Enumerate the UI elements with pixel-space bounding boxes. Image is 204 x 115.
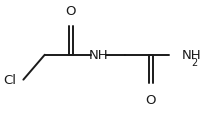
Text: NH: NH	[89, 49, 109, 62]
Text: NH: NH	[181, 49, 201, 62]
Text: Cl: Cl	[3, 73, 16, 86]
Text: O: O	[145, 93, 156, 106]
Text: 2: 2	[191, 57, 197, 67]
Text: O: O	[65, 5, 76, 18]
